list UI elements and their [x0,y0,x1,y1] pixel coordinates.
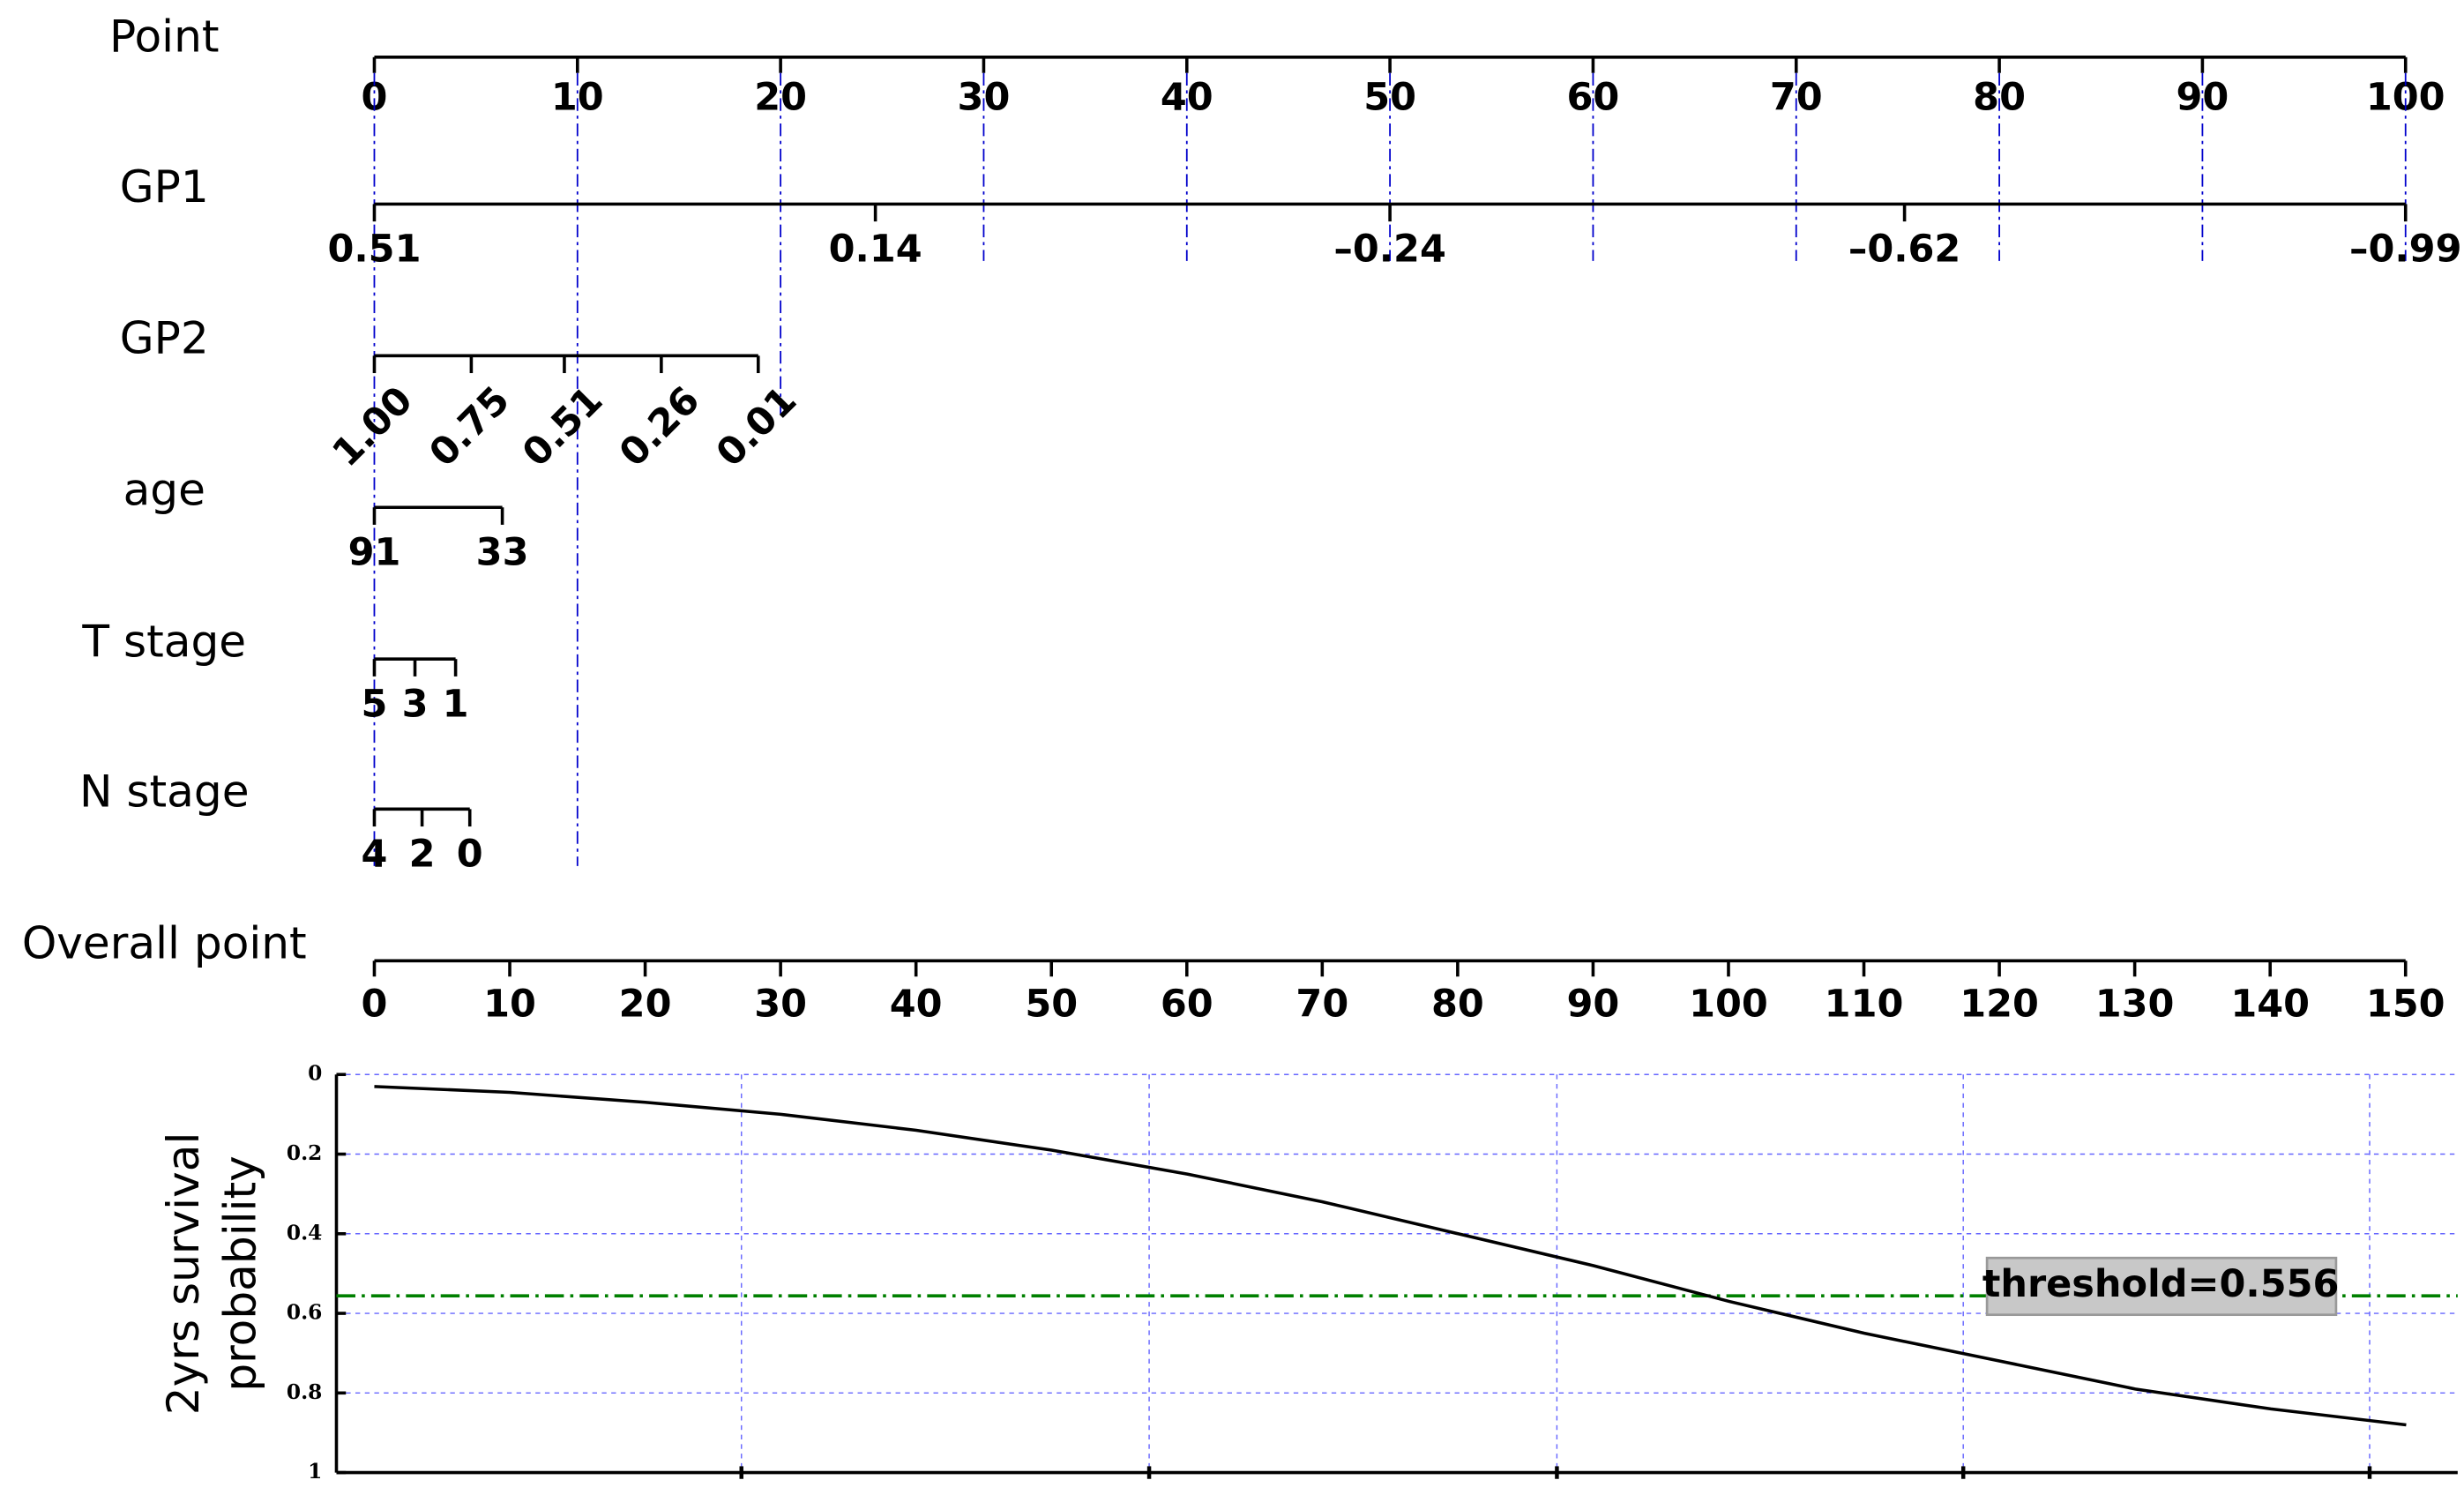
tick-label: 0.51 [514,378,611,475]
tick-label: 80 [1431,983,1484,1027]
row-title: Point [109,11,219,63]
tick-label: –0.62 [1848,228,1961,272]
tick-label: 0 [457,833,483,877]
tick-label: 5 [362,682,388,726]
tick-label: 3 [402,682,429,726]
row-title: Overall point [22,917,307,969]
tick-label: 40 [890,983,943,1027]
tick-label: 70 [1295,983,1348,1027]
row-title: age [123,464,205,516]
row-title: GP2 [120,312,209,364]
tick-label: 0.75 [421,378,518,475]
tick-label: 120 [1960,983,2039,1027]
tick-label: 1 [443,682,469,726]
tick-label: 50 [1025,983,1078,1027]
tick-label: 0.01 [708,378,805,475]
tick-label: 130 [2095,983,2175,1027]
y-tick-label: 0.4 [287,1221,322,1245]
tick-label: 60 [1161,983,1213,1027]
y-tick-label: 1 [308,1460,322,1484]
y-tick-label: 0.6 [287,1301,322,1325]
tick-label: 1.00 [325,378,422,475]
row-title: N stage [79,766,250,818]
tick-label: 91 [348,530,401,574]
y-tick-label: 0.2 [287,1141,322,1165]
tick-label: 2 [409,833,436,877]
tick-label: 0.14 [829,228,922,272]
y-axis-label: probability [213,1155,265,1391]
tick-label: 10 [483,983,536,1027]
tick-label: 140 [2230,983,2310,1027]
threshold-label: threshold=0.556 [1982,1262,2340,1306]
tick-label: 20 [619,983,672,1027]
tick-label: 90 [1567,983,1620,1027]
tick-label: 0.51 [327,228,421,272]
tick-label: 0 [362,983,388,1027]
tick-label: 30 [754,983,807,1027]
survival-curve [374,1085,2407,1427]
threshold-box [1985,1256,2338,1317]
row-title: GP1 [120,161,209,213]
tick-label: 100 [1689,983,1768,1027]
tick-label: 150 [2366,983,2445,1027]
tick-label: 4 [362,833,388,877]
tick-label: 33 [476,530,529,574]
y-tick-label: 0 [308,1062,322,1086]
tick-label: 0.26 [611,378,708,475]
tick-label: –0.24 [1333,228,1446,272]
row-title: T stage [81,616,246,668]
y-tick-label: 0.8 [287,1380,322,1404]
tick-label: –0.99 [2349,228,2462,272]
tick-label: 110 [1825,983,1904,1027]
y-axis-label: 2yrs survival [157,1132,209,1416]
